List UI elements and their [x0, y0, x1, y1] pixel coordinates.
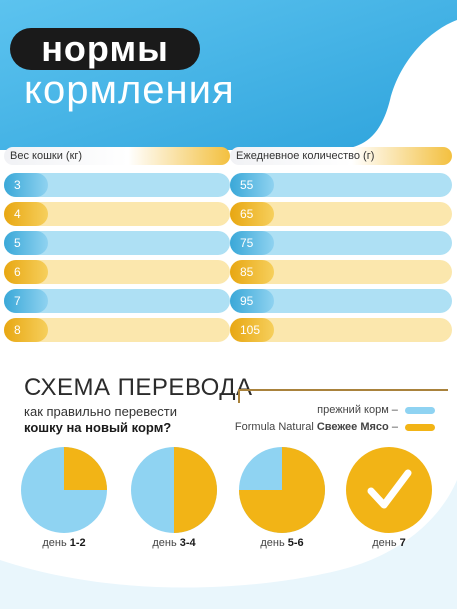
day-label-prefix: день	[152, 537, 180, 549]
legend-new-food: Formula Natural Свежее Мясо –	[235, 421, 435, 433]
transition-subtitle-line2: кошку на новый корм?	[24, 420, 172, 435]
weight-value: 4	[14, 207, 21, 221]
pie-day-2	[131, 447, 217, 533]
weight-row: 6	[4, 260, 230, 284]
transition-title: СХЕМА ПЕРЕВОДА	[24, 374, 253, 401]
page-subtitle: кормления	[24, 68, 235, 112]
amount-row: 85	[230, 260, 452, 284]
weight-row: 8	[4, 318, 230, 342]
legend-old-swatch	[405, 406, 435, 414]
weight-row: 4	[4, 202, 230, 226]
amount-column-header: Ежедневное количество (г)	[230, 147, 452, 165]
legend-new-bold: Свежее Мясо	[316, 421, 389, 433]
weight-value: 3	[14, 178, 21, 192]
day-label: день 3-4	[129, 537, 219, 549]
day-label: день 7	[344, 537, 434, 549]
title-rule	[238, 389, 448, 391]
amount-value: 95	[240, 294, 254, 308]
amount-value: 105	[240, 323, 261, 337]
amount-row-cap	[230, 318, 274, 342]
amount-row-cap	[230, 289, 274, 313]
amount-row: 65	[230, 202, 452, 226]
weight-value: 8	[14, 323, 21, 337]
legend-old-label: прежний корм –	[317, 404, 398, 416]
amount-value: 65	[240, 207, 254, 221]
weight-row-cap	[4, 231, 48, 255]
day-label-prefix: день	[260, 537, 288, 549]
amount-row-cap	[230, 231, 274, 255]
amount-row-cap	[230, 173, 274, 197]
pie-slice-new	[64, 447, 107, 490]
day-label: день 5-6	[237, 537, 327, 549]
amount-value: 85	[240, 265, 254, 279]
weight-row-cap	[4, 202, 48, 226]
transition-subtitle-line1: как правильно перевести	[24, 404, 177, 419]
weight-value: 5	[14, 236, 21, 250]
day-label-prefix: день	[372, 537, 400, 549]
amount-value: 55	[240, 178, 254, 192]
pie-day-1	[21, 447, 107, 533]
day-label-range: 3-4	[179, 537, 196, 549]
weight-row: 5	[4, 231, 230, 255]
amount-value: 75	[240, 236, 254, 250]
weight-row: 7	[4, 289, 230, 313]
weight-row-cap	[4, 318, 48, 342]
legend-old-food: прежний корм –	[317, 404, 435, 416]
day-label-range: 5-6	[287, 537, 304, 549]
pie-day-3	[239, 447, 325, 533]
amount-row: 55	[230, 173, 452, 197]
weight-row: 3	[4, 173, 230, 197]
pie-slice-new	[174, 447, 217, 533]
day-label-prefix: день	[42, 537, 70, 549]
weight-row-cap	[4, 173, 48, 197]
page-title: нормы	[10, 28, 200, 70]
day-label-range: 7	[399, 537, 406, 549]
amount-row: 75	[230, 231, 452, 255]
amount-row: 95	[230, 289, 452, 313]
weight-value: 6	[14, 265, 21, 279]
weight-value: 7	[14, 294, 21, 308]
pie-day-4	[346, 447, 432, 533]
title-rule-drop	[238, 389, 240, 403]
legend-new-prefix: Formula Natural	[234, 421, 314, 433]
pie-slice-new	[346, 447, 432, 533]
checkmark-icon	[367, 469, 412, 509]
legend-new-suffix: –	[391, 421, 398, 433]
amount-row-cap	[230, 202, 274, 226]
amount-row: 105	[230, 318, 452, 342]
weight-row-cap	[4, 289, 48, 313]
pie-slice-new	[239, 447, 325, 533]
day-label: день 1-2	[19, 537, 109, 549]
legend-new-swatch	[405, 423, 435, 431]
weight-row-cap	[4, 260, 48, 284]
amount-row-cap	[230, 260, 274, 284]
weight-column-header: Вес кошки (кг)	[4, 147, 230, 165]
day-label-range: 1-2	[69, 537, 86, 549]
